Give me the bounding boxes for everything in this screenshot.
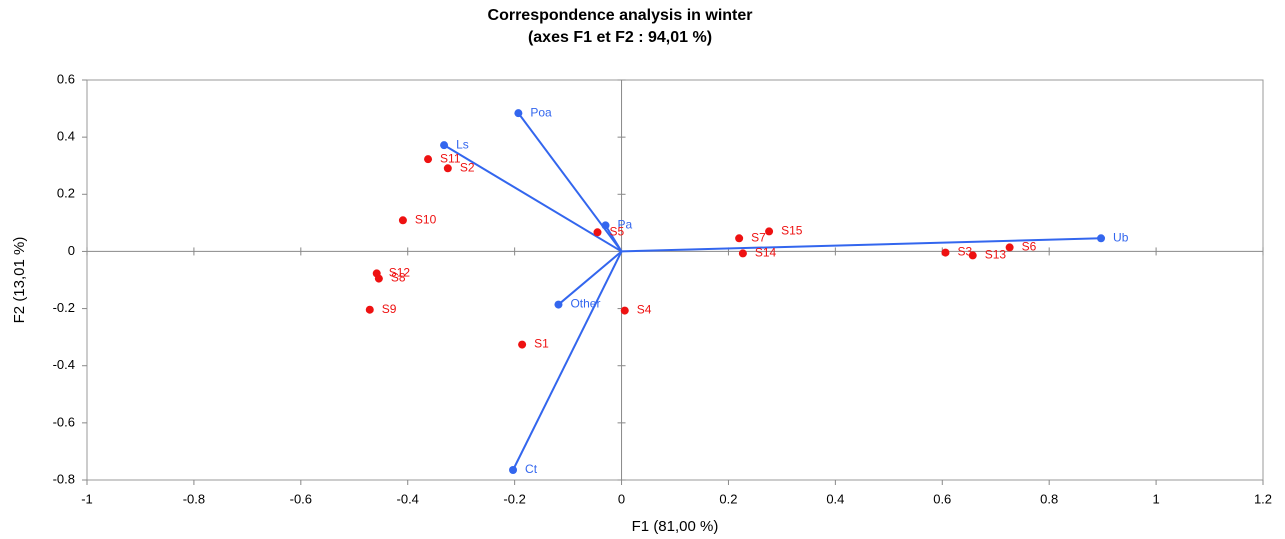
point-label: S10	[415, 212, 437, 226]
y-tick-label: 0	[68, 243, 75, 258]
point-label: Ct	[525, 462, 538, 476]
point-label: Poa	[530, 105, 552, 119]
vector	[604, 224, 623, 252]
y-tick-label: -0.2	[53, 300, 75, 315]
point-label: S9	[382, 302, 397, 316]
point-label: S2	[460, 160, 475, 174]
x-tick-label: -0.2	[503, 491, 525, 506]
vector	[443, 144, 623, 253]
point	[1097, 234, 1106, 243]
point-label: S3	[957, 245, 972, 259]
x-tick-label: 0.6	[933, 491, 951, 506]
point	[593, 228, 602, 237]
point	[398, 216, 407, 225]
chart-title: Correspondence analysis in winter	[488, 7, 753, 24]
y-tick-label: -0.8	[53, 471, 75, 486]
point	[941, 248, 950, 257]
point-label: S13	[985, 248, 1007, 262]
x-tick-label: -0.4	[397, 491, 419, 506]
chart-subtitle: (axes F1 et F2 : 94,01 %)	[528, 29, 712, 46]
point	[1005, 243, 1014, 252]
point-label: Pa	[618, 218, 633, 232]
point-label: S1	[534, 337, 549, 351]
x-tick-label: 1.2	[1254, 491, 1272, 506]
y-tick-label: 0.2	[57, 186, 75, 201]
y-tick-label: 0.6	[57, 71, 75, 86]
point	[765, 227, 774, 236]
x-axis-label: F1 (81,00 %)	[632, 518, 719, 535]
x-tick-label: 1	[1152, 491, 1159, 506]
point	[554, 300, 563, 309]
y-axis-label: F2 (13,01 %)	[11, 237, 28, 324]
point-label: S14	[755, 246, 777, 260]
point-label: S12	[389, 266, 411, 280]
point	[968, 251, 977, 260]
point-label: S4	[637, 303, 652, 317]
point-label: S5	[609, 224, 624, 238]
point	[601, 221, 610, 230]
vector	[621, 237, 1102, 253]
point-label: S8	[391, 271, 406, 285]
vector	[517, 112, 623, 253]
vector	[557, 250, 623, 306]
point	[374, 274, 383, 283]
point	[620, 306, 629, 315]
y-tick-label: -0.4	[53, 357, 75, 372]
point	[443, 164, 452, 173]
point	[365, 305, 374, 314]
plot-frame	[86, 79, 1264, 481]
x-tick-label: 0.4	[826, 491, 844, 506]
x-tick-label: 0	[618, 491, 625, 506]
point	[424, 155, 433, 164]
point-label: S6	[1022, 240, 1037, 254]
point-label: S15	[781, 224, 803, 238]
vector	[512, 250, 623, 471]
point-label: S7	[751, 230, 766, 244]
point-label: S11	[440, 151, 461, 165]
point	[738, 249, 747, 258]
x-tick-label: -1	[81, 491, 93, 506]
x-tick-label: 0.8	[1040, 491, 1058, 506]
x-tick-label: 0.2	[719, 491, 737, 506]
y-tick-label: -0.6	[53, 414, 75, 429]
x-tick-label: -0.8	[183, 491, 205, 506]
point	[514, 109, 523, 118]
point	[735, 234, 744, 243]
x-tick-label: -0.6	[290, 491, 312, 506]
point-label: Ub	[1113, 230, 1129, 244]
y-tick-label: 0.4	[57, 129, 75, 144]
point	[509, 466, 518, 474]
point	[440, 141, 449, 150]
point-label: Ls	[456, 137, 469, 151]
point	[518, 340, 527, 349]
